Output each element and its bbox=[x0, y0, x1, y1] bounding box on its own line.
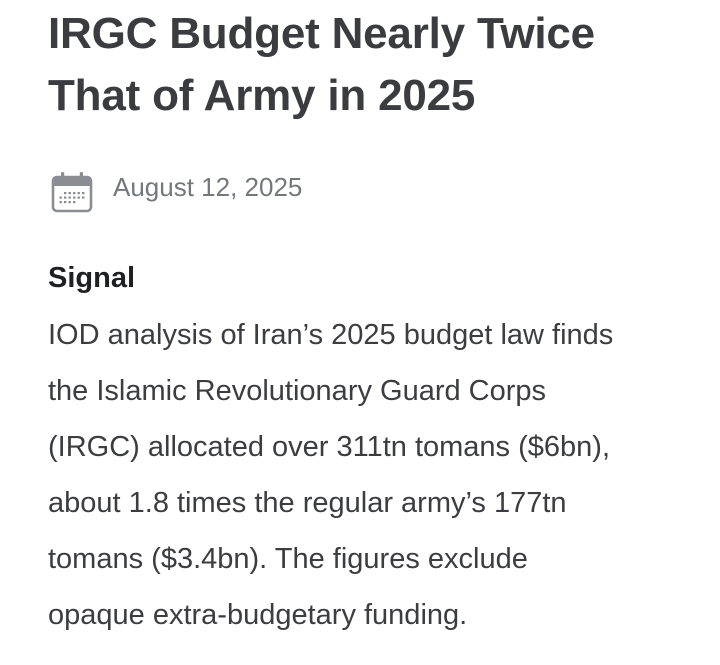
body-line: (IRGC) allocated over 311tn tomans ($6bn… bbox=[48, 431, 611, 463]
article-body: IOD analysis of Iran’s 2025 budget law f… bbox=[48, 307, 688, 643]
article-title-line: IRGC Budget Nearly Twice bbox=[48, 9, 595, 58]
publish-date: August 12, 2025 bbox=[113, 172, 303, 202]
body-line: tomans ($3.4bn). The figures exclude bbox=[48, 543, 528, 575]
article-title-line: That of Army in 2025 bbox=[48, 71, 476, 120]
body-line: IOD analysis of Iran’s 2025 budget law f… bbox=[48, 319, 614, 351]
article-meta: August 12, 2025 bbox=[51, 168, 551, 213]
body-line: the Islamic Revolutionary Guard Corps bbox=[48, 375, 547, 407]
calendar-icon bbox=[51, 172, 93, 213]
section-label: Signal bbox=[48, 262, 136, 294]
article-title: IRGC Budget Nearly Twice That of Army in… bbox=[48, 3, 698, 127]
body-line: about 1.8 times the regular army’s 177tn bbox=[48, 487, 567, 519]
body-line: opaque extra-budgetary funding. bbox=[48, 599, 468, 631]
